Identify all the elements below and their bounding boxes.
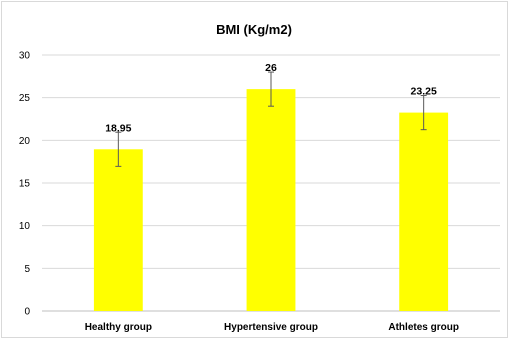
y-tick-label-15: 15 [19,179,31,190]
y-tick-label-20: 20 [19,136,31,147]
x-tick-label-hypertensive-group: Hypertensive group [224,322,318,333]
data-label-athletes-group: 23.25 [411,86,437,98]
y-tick-label-0: 0 [24,307,30,318]
data-label-healthy-group: 18.95 [105,122,131,134]
chart-title: BMI (Kg/m2) [216,22,292,37]
labels: 0 5 10 15 20 25 30 18.95 Healthy group 26 Hyperten… [19,51,459,334]
bar-hypertensive-group [246,89,296,311]
y-tick-label-25: 25 [19,93,31,104]
bar-healthy-group [93,149,143,311]
y-tick-label-10: 10 [19,221,31,232]
y-tick-label-5: 5 [24,264,30,275]
bar-athletes-group [399,112,449,311]
data-label-hypertensive-group: 26 [265,62,277,74]
x-tick-label-athletes-group: Athletes group [388,322,459,333]
x-tick-label-healthy-group: Healthy group [85,322,152,333]
y-tick-label-30: 30 [19,51,31,62]
bars [93,71,449,311]
